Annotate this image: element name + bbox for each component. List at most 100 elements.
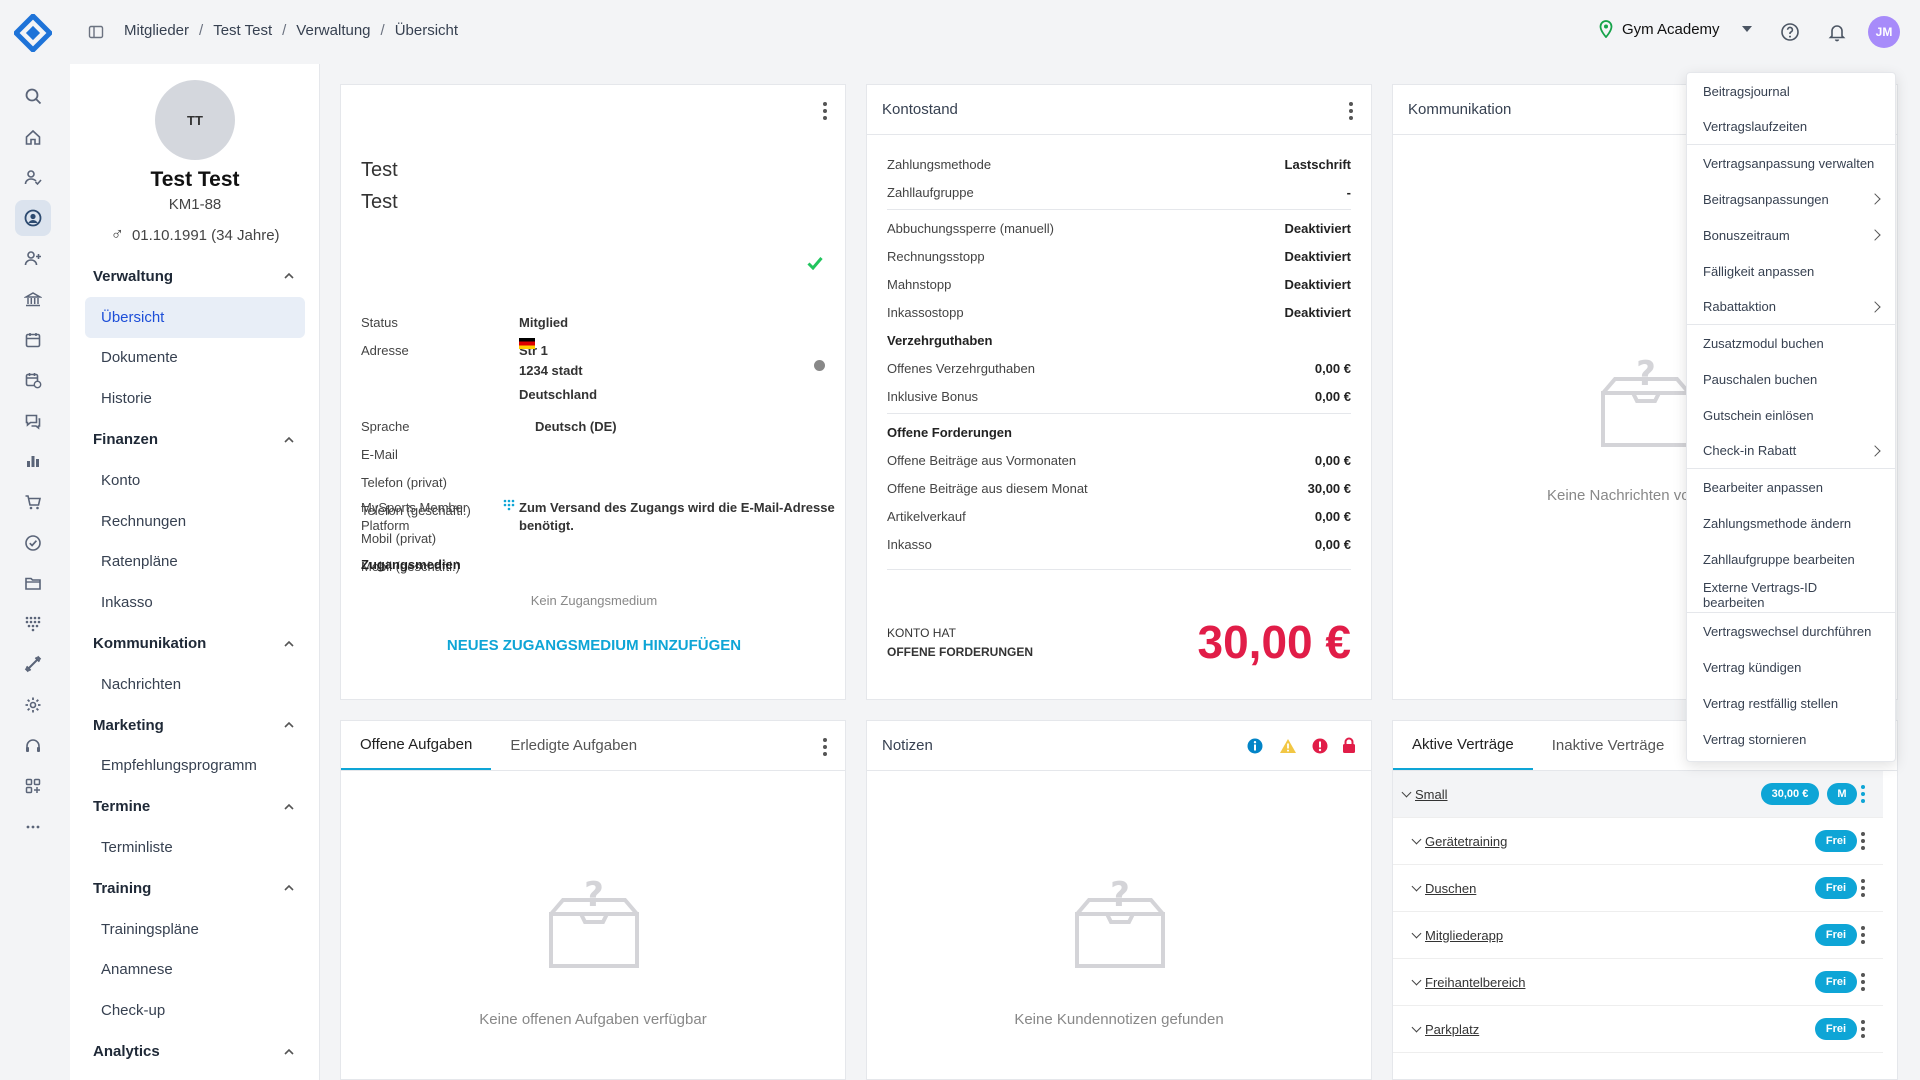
rail-user-check-button[interactable] bbox=[15, 159, 51, 195]
rail-calendar-button[interactable] bbox=[15, 322, 51, 358]
contract-module-label[interactable]: Gerätetraining bbox=[1411, 834, 1507, 849]
menu-item[interactable]: Rabattaktion bbox=[1687, 289, 1895, 325]
rail-cart-button[interactable] bbox=[15, 484, 51, 520]
menu-item[interactable]: Zahlungsmethode ändern bbox=[1687, 505, 1895, 541]
nav-item[interactable]: Terminliste bbox=[101, 839, 173, 857]
rail-bank-button[interactable] bbox=[15, 281, 51, 317]
info-icon[interactable] bbox=[1247, 738, 1263, 754]
help-icon[interactable] bbox=[1780, 22, 1800, 42]
contract-module-row[interactable]: Duschen Frei bbox=[1393, 865, 1883, 912]
rail-check-circle-button[interactable] bbox=[15, 525, 51, 561]
menu-item[interactable]: Gutschein einlösen bbox=[1687, 397, 1895, 433]
breadcrumb-item[interactable]: Mitglieder bbox=[124, 22, 190, 39]
menu-item[interactable]: Bonuszeitraum bbox=[1687, 217, 1895, 253]
more-icon[interactable] bbox=[1861, 785, 1865, 806]
nav-item[interactable]: Konto bbox=[101, 471, 141, 489]
menu-item[interactable]: Vertragswechsel durchführen bbox=[1687, 613, 1895, 649]
rail-search-button[interactable] bbox=[15, 78, 51, 114]
nav-section-termine[interactable]: Termine bbox=[85, 786, 305, 827]
nav-item[interactable]: Empfehlungsprogramm bbox=[101, 757, 257, 775]
menu-item[interactable]: Zahllaufgruppe bearbeiten bbox=[1687, 541, 1895, 577]
more-icon[interactable] bbox=[823, 102, 827, 123]
breadcrumb-item[interactable]: Übersicht bbox=[394, 22, 459, 39]
lock-icon[interactable] bbox=[1342, 737, 1356, 754]
nav-item[interactable]: Historie bbox=[101, 390, 152, 408]
nav-section-training[interactable]: Training bbox=[85, 868, 305, 909]
nav-section-finanzen[interactable]: Finanzen bbox=[85, 419, 305, 460]
nav-section-kommunikation[interactable]: Kommunikation bbox=[85, 623, 305, 664]
rail-chat-button[interactable] bbox=[15, 403, 51, 439]
nav-item[interactable]: Nachrichten bbox=[101, 675, 182, 693]
sidebar-toggle-icon[interactable] bbox=[88, 24, 104, 40]
tab-active-contracts[interactable]: Aktive Verträge bbox=[1393, 721, 1533, 770]
gym-selector[interactable]: Gym Academy bbox=[1598, 20, 1752, 38]
more-icon[interactable] bbox=[1861, 832, 1865, 853]
rail-user-circle-button[interactable] bbox=[15, 199, 51, 236]
tab-inactive-contracts[interactable]: Inaktive Verträge bbox=[1551, 737, 1665, 754]
more-icon[interactable] bbox=[1861, 973, 1865, 994]
more-icon[interactable] bbox=[1861, 1020, 1865, 1041]
contract-module-row[interactable]: Parkplatz Frei bbox=[1393, 1006, 1883, 1053]
rail-more-button[interactable] bbox=[15, 809, 51, 845]
contract-module-row[interactable]: Gerätetraining Frei bbox=[1393, 818, 1883, 865]
rail-calendar-clock-button[interactable] bbox=[15, 362, 51, 398]
nav-item[interactable]: Ratenpläne bbox=[101, 553, 178, 571]
rail-folder-button[interactable] bbox=[15, 565, 51, 601]
contract-main-label[interactable]: Small bbox=[1401, 787, 1448, 802]
contract-module-label[interactable]: Duschen bbox=[1411, 881, 1476, 896]
more-icon[interactable] bbox=[1861, 926, 1865, 947]
nav-item[interactable]: Anamnese bbox=[101, 961, 173, 979]
contract-module-label[interactable]: Freihantelbereich bbox=[1411, 975, 1525, 990]
breadcrumb-item[interactable]: Verwaltung bbox=[296, 22, 371, 39]
menu-item[interactable]: Vertrag restfällig stellen bbox=[1687, 685, 1895, 721]
rail-dumbbell-button[interactable] bbox=[15, 646, 51, 682]
rail-bar-chart-button[interactable] bbox=[15, 443, 51, 479]
menu-item[interactable]: Beitragsjournal bbox=[1687, 73, 1895, 109]
divider bbox=[887, 413, 1351, 414]
more-icon[interactable] bbox=[1349, 102, 1353, 123]
tab-open-tasks[interactable]: Offene Aufgaben bbox=[341, 721, 492, 770]
menu-item[interactable]: Vertragsanpassung verwalten bbox=[1687, 145, 1895, 181]
rail-dots-grid-button[interactable] bbox=[15, 606, 51, 642]
menu-item[interactable]: Vertrag kündigen bbox=[1687, 649, 1895, 685]
contract-module-label[interactable]: Parkplatz bbox=[1411, 1022, 1479, 1037]
menu-item[interactable]: Externe Vertrags-ID bearbeiten bbox=[1687, 577, 1895, 613]
app-logo-icon[interactable] bbox=[14, 14, 52, 52]
rail-gear-button[interactable] bbox=[15, 687, 51, 723]
contract-module-row[interactable]: Freihantelbereich Frei bbox=[1393, 959, 1883, 1006]
more-icon[interactable] bbox=[1861, 879, 1865, 900]
tab-done-tasks[interactable]: Erledigte Aufgaben bbox=[510, 737, 638, 754]
contract-module-row[interactable]: Mitgliederapp Frei bbox=[1393, 912, 1883, 959]
nav-section-marketing[interactable]: Marketing bbox=[85, 705, 305, 746]
nav-item[interactable]: Übersicht bbox=[85, 296, 305, 338]
nav-section-verwaltung[interactable]: Verwaltung bbox=[85, 256, 305, 297]
nav-item[interactable]: Dokumente bbox=[101, 349, 178, 367]
contract-module-label[interactable]: Mitgliederapp bbox=[1411, 928, 1503, 943]
user-avatar[interactable]: JM bbox=[1868, 16, 1900, 48]
rail-home-button[interactable] bbox=[15, 119, 51, 155]
menu-item[interactable]: Bearbeiter anpassen bbox=[1687, 469, 1895, 505]
rail-headset-button[interactable] bbox=[15, 728, 51, 764]
rail-apps-button[interactable] bbox=[15, 768, 51, 804]
menu-item[interactable]: Beitragsanpassungen bbox=[1687, 181, 1895, 217]
menu-item[interactable]: Pauschalen buchen bbox=[1687, 361, 1895, 397]
nav-section-analytics[interactable]: Analytics bbox=[85, 1031, 305, 1072]
menu-item[interactable]: Zusatzmodul buchen bbox=[1687, 325, 1895, 361]
warning-icon[interactable] bbox=[1279, 738, 1297, 754]
nav-item[interactable]: Rechnungen bbox=[101, 512, 187, 530]
menu-item[interactable]: Fälligkeit anpassen bbox=[1687, 253, 1895, 289]
contract-row-main[interactable]: Small 30,00 € M bbox=[1393, 771, 1883, 818]
nav-item[interactable]: Trainingspläne bbox=[101, 920, 199, 938]
add-access-media-button[interactable]: NEUES ZUGANGSMEDIUM HINZUFÜGEN bbox=[446, 637, 742, 654]
menu-item[interactable]: Vertrag stornieren bbox=[1687, 721, 1895, 757]
nav-item[interactable]: Inkasso bbox=[101, 594, 153, 612]
member-avatar: TT bbox=[155, 80, 235, 160]
more-icon[interactable] bbox=[823, 738, 827, 759]
bell-icon[interactable] bbox=[1827, 22, 1847, 42]
rail-user-plus-button[interactable] bbox=[15, 240, 51, 276]
breadcrumb-item[interactable]: Test Test bbox=[213, 22, 273, 39]
menu-item[interactable]: Check-in Rabatt bbox=[1687, 433, 1895, 469]
menu-item[interactable]: Vertragslaufzeiten bbox=[1687, 109, 1895, 145]
nav-item[interactable]: Check-up bbox=[101, 1002, 166, 1020]
error-icon[interactable] bbox=[1312, 738, 1328, 754]
